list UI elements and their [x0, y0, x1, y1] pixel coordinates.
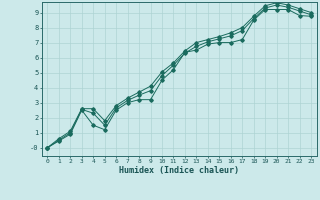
X-axis label: Humidex (Indice chaleur): Humidex (Indice chaleur) — [119, 166, 239, 175]
